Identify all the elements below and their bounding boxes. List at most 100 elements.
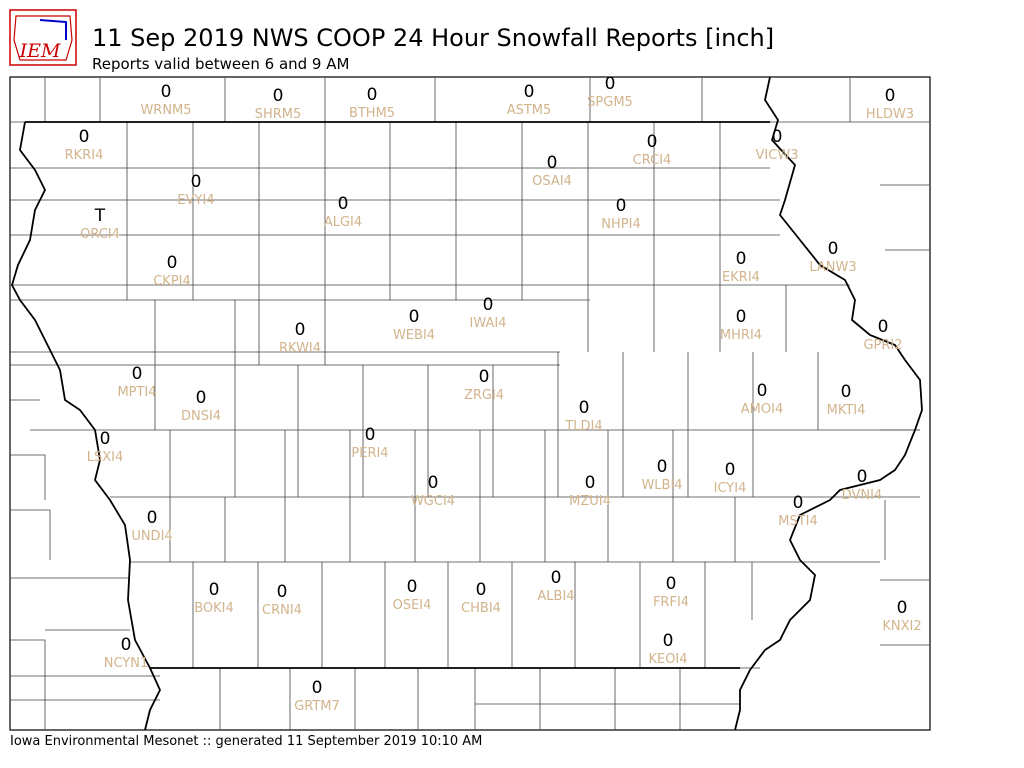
station-id: TLDI4: [564, 419, 602, 434]
station-id: ALGI4: [324, 215, 362, 230]
station-value: 0: [772, 127, 783, 147]
station-value: 0: [579, 398, 590, 418]
station-id: BOKI4: [194, 601, 234, 616]
station-value: 0: [841, 382, 852, 402]
station-value: 0: [666, 574, 677, 594]
station-value: 0: [736, 249, 747, 269]
station-value: 0: [277, 582, 288, 602]
station-id: ALBI4: [537, 589, 574, 604]
station-value: 0: [100, 429, 111, 449]
station-id: CRCI4: [633, 153, 672, 168]
footer: Iowa Environmental Mesonet :: generated …: [10, 734, 482, 749]
station-value: 0: [365, 425, 376, 445]
station-id: KNXI2: [882, 619, 921, 634]
station-value: 0: [121, 635, 132, 655]
logo: IEM: [9, 9, 77, 66]
station-id: EVYI4: [177, 193, 214, 208]
station-value: 0: [551, 568, 562, 588]
station-id: IWAI4: [470, 316, 507, 331]
station-value: 0: [407, 577, 418, 597]
station-value: 0: [409, 307, 420, 327]
station-value: 0: [793, 493, 804, 513]
station-value: 0: [605, 74, 616, 94]
station-id: OSAI4: [532, 174, 572, 189]
station-value: 0: [132, 364, 143, 384]
title: 11 Sep 2019 NWS COOP 24 Hour Snowfall Re…: [92, 24, 774, 52]
station-id: GPRI2: [863, 338, 902, 353]
station-value: 0: [878, 317, 889, 337]
station-id: CHBI4: [461, 601, 501, 616]
station-id: WRNM5: [140, 103, 191, 118]
station-id: OSEI4: [393, 598, 432, 613]
station-id: LANW3: [809, 260, 856, 275]
station-value: 0: [191, 172, 202, 192]
station-id: WLBI4: [641, 478, 682, 493]
station-id: DVNI4: [842, 488, 883, 503]
station-value: 0: [338, 194, 349, 214]
station-id: AMOI4: [741, 402, 783, 417]
station-id: GRTM7: [294, 699, 340, 714]
station-value: 0: [79, 127, 90, 147]
station-value: 0: [273, 86, 284, 106]
station-value: 0: [647, 132, 658, 152]
station-value: 0: [547, 153, 558, 173]
station-value: 0: [585, 473, 596, 493]
station-value: 0: [616, 196, 627, 216]
station-value: 0: [167, 253, 178, 273]
station-id: MHRI4: [720, 328, 762, 343]
station-value: 0: [147, 508, 158, 528]
station-value: 0: [757, 381, 768, 401]
station-value: 0: [367, 85, 378, 105]
station-id: LSXI4: [87, 450, 124, 465]
station-id: SHRM5: [255, 107, 302, 122]
station-id: ZRGI4: [464, 388, 504, 403]
station-id: RKRI4: [65, 148, 104, 163]
station-value: 0: [479, 367, 490, 387]
station-value: T: [94, 206, 106, 226]
station-id: MKTI4: [827, 403, 866, 418]
station-value: 0: [828, 239, 839, 259]
station-id: KEOI4: [648, 652, 687, 667]
subtitle: Reports valid between 6 and 9 AM: [92, 55, 349, 73]
station-id: NCYN1: [104, 656, 149, 671]
station-id: SPGM5: [587, 95, 633, 110]
station-id: ICYI4: [714, 481, 747, 496]
station-id: MPTI4: [117, 385, 156, 400]
stations: WRNM50SHRM50BTHM50ASTM50SPGM50HLDW30RKRI…: [65, 74, 922, 714]
station-value: 0: [476, 580, 487, 600]
station-id: VICW3: [756, 148, 799, 163]
station-value: 0: [857, 467, 868, 487]
station-value: 0: [312, 678, 323, 698]
station-id: HLDW3: [866, 107, 914, 122]
station-value: 0: [428, 473, 439, 493]
station-id: NHPI4: [601, 217, 640, 232]
station-id: WGCI4: [411, 494, 455, 509]
station-id: RKWI4: [279, 341, 321, 356]
station-id: UNDI4: [131, 529, 172, 544]
station-value: 0: [897, 598, 908, 618]
station-value: 0: [725, 460, 736, 480]
station-id: WEBI4: [393, 328, 435, 343]
station-id: ORCI4: [80, 227, 120, 242]
map: [9, 76, 931, 731]
station-value: 0: [161, 82, 172, 102]
station-id: MSTI4: [778, 514, 818, 529]
station-value: 0: [295, 320, 306, 340]
logo-text: IEM: [19, 40, 61, 62]
station-id: ASTM5: [507, 103, 552, 118]
station-value: 0: [885, 86, 896, 106]
station-value: 0: [657, 457, 668, 477]
station-id: DNSI4: [181, 409, 221, 424]
station-value: 0: [524, 82, 535, 102]
station-value: 0: [209, 580, 220, 600]
station-value: 0: [483, 295, 494, 315]
station-id: CRNI4: [262, 603, 302, 618]
station-id: CKPI4: [153, 274, 191, 289]
station-value: 0: [736, 307, 747, 327]
station-id: PERI4: [351, 446, 388, 461]
station-value: 0: [663, 631, 674, 651]
station-value: 0: [196, 388, 207, 408]
station-id: FRFI4: [653, 595, 689, 610]
station-id: BTHM5: [349, 106, 395, 121]
